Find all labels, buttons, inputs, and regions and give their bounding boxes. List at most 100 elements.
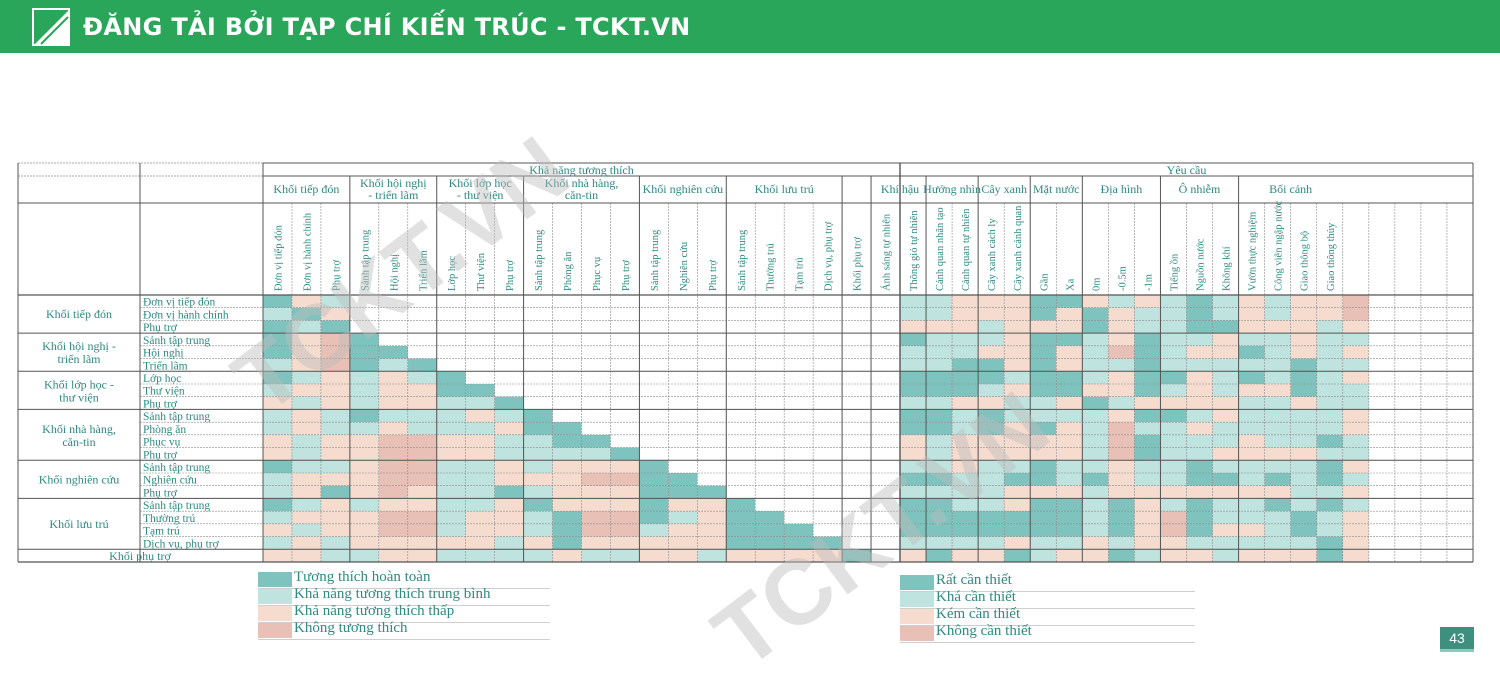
- heatmap-cell: [465, 536, 495, 550]
- heatmap-cell: [1342, 536, 1369, 550]
- heatmap-cell: [1316, 511, 1343, 524]
- heatmap-cell: [1290, 384, 1317, 397]
- heatmap-cell: [1264, 384, 1291, 397]
- heatmap-cell: [1056, 396, 1083, 410]
- heatmap-cell: [639, 460, 669, 473]
- heatmap-cell: [1186, 447, 1213, 461]
- heatmap-cell: [978, 295, 1005, 308]
- heatmap-cell: [755, 549, 785, 562]
- column-label: Giao thông thủy: [1326, 222, 1337, 291]
- legend-swatch: [900, 575, 934, 590]
- heatmap-cell: [978, 422, 1005, 435]
- heatmap-cell: [320, 523, 350, 537]
- heatmap-cell: [726, 523, 756, 537]
- heatmap-cell: [407, 384, 437, 397]
- heatmap-cell: [1290, 345, 1317, 359]
- heatmap-cell: [639, 523, 669, 537]
- heatmap-cell: [291, 511, 321, 524]
- column-label: Giao thông bộ: [1300, 231, 1311, 291]
- row-label: Đơn vị tiếp đón: [143, 296, 215, 309]
- column-label: Thông gió tự nhiên: [909, 210, 920, 291]
- heatmap-cell: [581, 523, 611, 537]
- heatmap-cell: [1238, 409, 1265, 423]
- heatmap-cell: [952, 409, 979, 423]
- heatmap-cell: [900, 358, 927, 372]
- heatmap-cell: [926, 345, 953, 359]
- heatmap-cell: [1082, 371, 1109, 384]
- heatmap-cell: [1212, 320, 1239, 334]
- column-group-label: căn-tin: [565, 188, 598, 202]
- heatmap-cell: [1264, 345, 1291, 359]
- heatmap-cell: [436, 485, 466, 499]
- legend-label: Kém cần thiết: [936, 606, 1021, 622]
- heatmap-cell: [1264, 549, 1291, 562]
- heatmap-cell: [291, 523, 321, 537]
- heatmap-cell: [926, 384, 953, 397]
- heatmap-cell: [1082, 460, 1109, 473]
- row-label: Phụ trợ: [143, 398, 178, 410]
- column-group-label: - triển lãm: [368, 188, 419, 202]
- heatmap-cell: [263, 320, 292, 334]
- heatmap-cell: [1004, 511, 1031, 524]
- legend-swatch: [900, 626, 934, 641]
- legend-label: Không cần thiết: [936, 623, 1032, 639]
- heatmap-cell: [552, 422, 582, 435]
- heatmap-cell: [1160, 384, 1187, 397]
- heatmap-cell: [978, 460, 1005, 473]
- heatmap-cell: [1238, 358, 1265, 372]
- heatmap-cell: [1134, 536, 1161, 550]
- heatmap-cell: [1316, 307, 1343, 321]
- heatmap-cell: [1134, 498, 1161, 512]
- heatmap-cell: [349, 498, 379, 512]
- heatmap-cell: [1290, 371, 1317, 384]
- heatmap-cell: [1212, 536, 1239, 550]
- heatmap-cell: [842, 549, 872, 562]
- column-label: Lớp học: [447, 256, 458, 291]
- heatmap-cell: [610, 549, 640, 562]
- tckt-logo-icon: [32, 8, 70, 46]
- heatmap-cell: [726, 498, 756, 512]
- heatmap-cell: [465, 523, 495, 537]
- heatmap-cell: [1316, 358, 1343, 372]
- legend-label: Không tương thích: [294, 620, 408, 636]
- heatmap-cell: [952, 549, 979, 562]
- heatmap-cell: [494, 549, 524, 562]
- heatmap-cell: [639, 485, 669, 499]
- heatmap-cell: [1342, 320, 1369, 334]
- heatmap-cell: [1342, 384, 1369, 397]
- heatmap-cell: [1160, 498, 1187, 512]
- page-number: 43: [1440, 627, 1474, 652]
- heatmap-cell: [1316, 523, 1343, 537]
- heatmap-cell: [1316, 345, 1343, 359]
- heatmap-cell: [926, 434, 953, 448]
- column-group-label: Khối nhà hàng,: [545, 176, 619, 190]
- heatmap-cell: [1264, 473, 1291, 486]
- heatmap-cell: [1004, 384, 1031, 397]
- heatmap-cell: [1186, 523, 1213, 537]
- heatmap-cell: [1056, 473, 1083, 486]
- heatmap-cell: [407, 460, 437, 473]
- heatmap-cell: [263, 447, 292, 461]
- heatmap-cell: [1004, 295, 1031, 308]
- heatmap-cell: [1160, 473, 1187, 486]
- heatmap-cell: [552, 473, 582, 486]
- heatmap-cell: [1290, 434, 1317, 448]
- heatmap-cell: [523, 511, 553, 524]
- heatmap-cell: [1082, 333, 1109, 346]
- heatmap-cell: [523, 422, 553, 435]
- heatmap-cell: [952, 307, 979, 321]
- heatmap-cell: [952, 320, 979, 334]
- heatmap-cell: [1160, 549, 1187, 562]
- heatmap-cell: [320, 396, 350, 410]
- legend-item: Khả năng tương thích thấp: [258, 603, 550, 623]
- heatmap-cell: [926, 511, 953, 524]
- heatmap-cell: [436, 447, 466, 461]
- heatmap-cell: [1004, 422, 1031, 435]
- legend-item: Không tương thích: [258, 620, 550, 640]
- heatmap-cell: [1108, 396, 1135, 410]
- row-label: Phụ trợ: [143, 322, 178, 334]
- heatmap-cell: [1004, 549, 1031, 562]
- legend-label: Rất cần thiết: [936, 572, 1012, 588]
- heatmap-cell: [1056, 447, 1083, 461]
- heatmap-cell: [349, 460, 379, 473]
